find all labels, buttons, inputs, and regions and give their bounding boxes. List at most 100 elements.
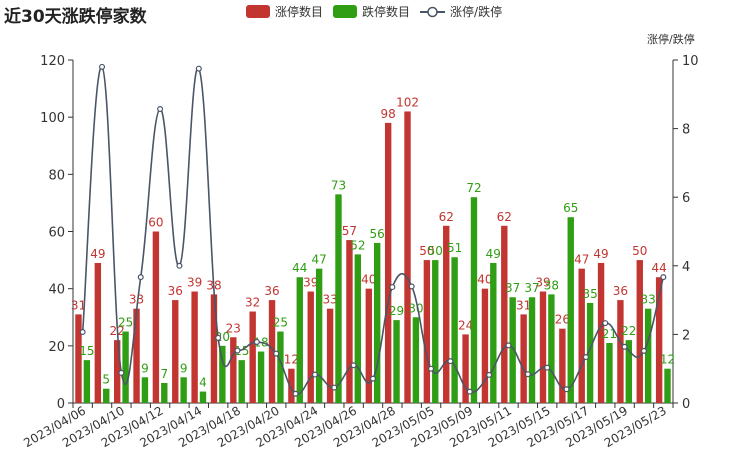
bar-limit-up xyxy=(191,291,198,403)
left-tick-label: 20 xyxy=(48,340,65,355)
ratio-point xyxy=(137,274,144,281)
ratio-point xyxy=(157,106,164,113)
bar-limit-up xyxy=(423,260,431,403)
bar-limit-down xyxy=(528,297,536,403)
bar-limit-up xyxy=(346,240,353,403)
ratio-point xyxy=(544,364,551,371)
bar-limit-up xyxy=(520,314,527,403)
ratio-point xyxy=(311,371,318,378)
ratio-point xyxy=(447,358,454,365)
legend-item-limit-up[interactable]: 涨停数目 xyxy=(246,3,323,20)
ratio-point xyxy=(582,354,589,361)
bar-limit-down xyxy=(238,360,245,403)
bar-limit-up xyxy=(307,291,314,403)
bar-limit-up xyxy=(501,225,508,403)
data-label-limit-down: 9 xyxy=(180,361,188,375)
bar-limit-up xyxy=(94,262,102,403)
data-label-limit-up: 26 xyxy=(555,313,570,327)
left-tick-label: 60 xyxy=(48,226,65,241)
data-label-limit-up: 40 xyxy=(361,273,376,287)
data-label-limit-down: 9 xyxy=(141,361,149,375)
bar-limit-up xyxy=(114,340,121,403)
data-label-limit-up: 50 xyxy=(632,244,647,258)
bar-limit-down xyxy=(548,294,555,403)
legend: 涨停数目 跌停数目 涨停/跌停 xyxy=(246,3,512,20)
ratio-point xyxy=(621,343,628,350)
data-label-limit-up: 49 xyxy=(90,247,105,261)
bar-limit-up xyxy=(152,231,160,403)
data-label-limit-up: 39 xyxy=(187,276,202,290)
bar-limit-up xyxy=(404,111,411,403)
ratio-point xyxy=(79,328,86,335)
data-label-limit-up: 49 xyxy=(593,247,608,261)
bar-limit-up xyxy=(539,291,547,403)
right-tick-label: 6 xyxy=(682,191,690,206)
ratio-point xyxy=(292,390,299,397)
data-label-limit-down: 4 xyxy=(199,376,207,390)
bar-limit-down xyxy=(374,242,381,403)
bar-limit-up xyxy=(559,328,566,403)
data-label-limit-up: 39 xyxy=(303,276,318,290)
legend-label-limit-down: 跌停数目 xyxy=(362,5,411,19)
ratio-point xyxy=(428,365,435,372)
bar-limit-down xyxy=(451,257,458,403)
bar-limit-up xyxy=(268,300,276,403)
data-label-limit-down: 51 xyxy=(447,241,462,255)
legend-item-ratio[interactable]: 涨停/跌停 xyxy=(420,3,502,20)
bar-limit-up xyxy=(365,288,372,403)
data-label-limit-up: 60 xyxy=(148,216,163,230)
ratio-point xyxy=(195,65,202,72)
ratio-point xyxy=(350,362,357,369)
chart-title: 近30天涨跌停家数 xyxy=(4,7,147,27)
bar-limit-down xyxy=(277,331,284,403)
bar-limit-down xyxy=(412,317,420,403)
bar-limit-down xyxy=(103,388,110,403)
legend-swatch-limit-up xyxy=(246,5,270,18)
data-label-limit-up: 62 xyxy=(439,210,454,224)
bar-limit-up xyxy=(133,308,140,403)
bar-limit-down xyxy=(141,377,149,403)
bar-limit-down xyxy=(83,360,91,403)
bar-limit-down xyxy=(664,368,671,403)
bar-limit-up xyxy=(617,300,624,403)
data-label-limit-down: 30 xyxy=(408,301,423,315)
data-label-limit-up: 36 xyxy=(264,284,279,298)
bar-limit-up xyxy=(326,308,334,403)
data-label-limit-up: 24 xyxy=(458,318,473,332)
left-tick-label: 0 xyxy=(57,397,65,412)
bar-limit-up xyxy=(384,122,392,403)
bar-limit-down xyxy=(122,331,129,403)
bar-limit-down xyxy=(606,342,613,403)
ratio-point xyxy=(118,369,125,376)
data-label-limit-down: 38 xyxy=(544,278,559,292)
bar-limit-down xyxy=(567,217,574,403)
ratio-point xyxy=(486,371,493,378)
legend-label-limit-up: 涨停数目 xyxy=(275,5,324,19)
bar-limit-down xyxy=(219,345,226,403)
data-label-limit-up: 23 xyxy=(226,321,241,335)
data-label-limit-down: 56 xyxy=(370,227,385,241)
ratio-point xyxy=(563,386,570,393)
legend-item-limit-down[interactable]: 跌停数目 xyxy=(333,3,410,20)
left-tick-label: 100 xyxy=(40,111,65,126)
data-label-limit-up: 44 xyxy=(651,261,666,275)
data-label-limit-down: 52 xyxy=(350,238,365,252)
bar-limit-up xyxy=(172,300,179,403)
bar-limit-up xyxy=(462,334,469,403)
ratio-point xyxy=(331,384,338,391)
data-label-limit-down: 49 xyxy=(486,247,501,261)
data-label-limit-up: 32 xyxy=(245,296,260,310)
ratio-point xyxy=(505,342,512,349)
data-label-limit-down: 47 xyxy=(311,253,326,267)
data-label-limit-down: 7 xyxy=(160,367,168,381)
bar-limit-up xyxy=(249,311,256,403)
bar-limit-down xyxy=(432,260,439,403)
data-label-limit-up: 36 xyxy=(613,284,628,298)
data-label-limit-up: 57 xyxy=(342,224,357,238)
data-label-limit-up: 31 xyxy=(516,298,531,312)
bar-limit-up xyxy=(636,260,643,403)
ratio-point xyxy=(234,347,241,354)
ratio-point xyxy=(389,284,396,291)
data-label-limit-down: 65 xyxy=(563,201,578,215)
